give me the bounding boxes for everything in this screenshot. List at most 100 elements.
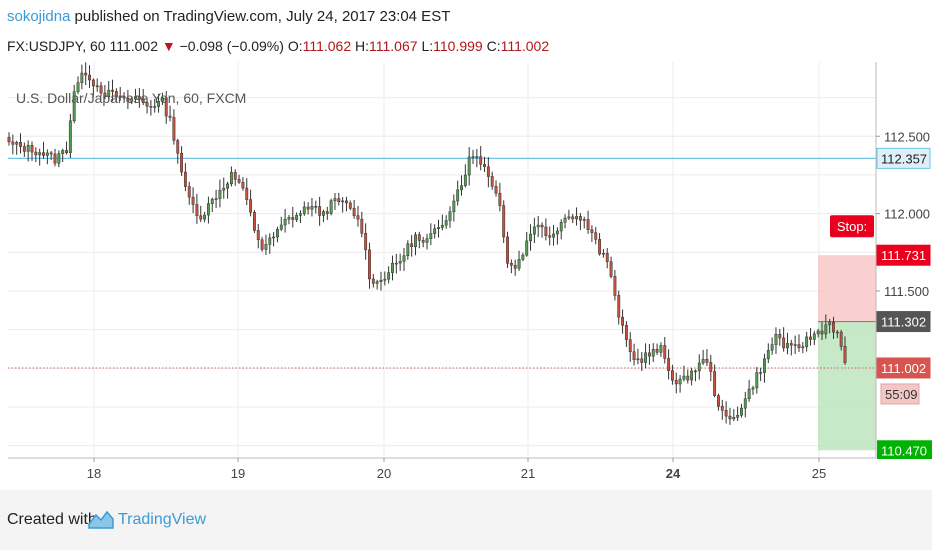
candle-body — [26, 144, 30, 152]
price-label-stop — [876, 244, 931, 266]
candle-body — [621, 316, 625, 326]
stop-tag-text: Stop: — [837, 219, 867, 234]
candle-body — [843, 346, 847, 363]
candle-body — [233, 172, 237, 180]
countdown-box — [880, 383, 920, 405]
candle-body — [613, 276, 617, 296]
candle-body — [475, 156, 479, 158]
candle-body — [160, 97, 164, 102]
candle-body — [529, 233, 532, 242]
candle-body — [283, 218, 287, 226]
candle-body — [157, 101, 160, 107]
high-label: H: — [355, 38, 370, 54]
candle-body — [601, 253, 605, 255]
candle-body — [471, 156, 475, 158]
candle-body — [325, 211, 329, 214]
close-label: C: — [486, 38, 501, 54]
candle-body — [264, 244, 268, 250]
candle-body — [717, 395, 720, 407]
x-tick-label: 25 — [812, 466, 826, 481]
candle-body — [460, 185, 463, 191]
candle-body — [15, 142, 19, 145]
candle-body — [314, 206, 318, 208]
candle-body — [111, 89, 114, 92]
candle-body — [65, 150, 68, 153]
candle-body — [206, 203, 210, 216]
candle-body — [483, 164, 486, 167]
candle-body — [22, 146, 26, 152]
candle-body — [295, 215, 299, 220]
candle-body — [222, 187, 226, 191]
candle-body — [172, 117, 176, 141]
candle-body — [820, 330, 824, 335]
candle-body — [774, 333, 778, 345]
chart-area[interactable]: U.S. Dollar/Japanese Yen, 60, FXCM 112.5… — [0, 62, 932, 491]
candle-body — [99, 85, 103, 94]
candle-body — [245, 187, 249, 200]
candle-body — [141, 99, 145, 103]
x-tick-label: 18 — [87, 466, 101, 481]
candle-body — [91, 79, 95, 87]
x-tick-label: 21 — [521, 466, 535, 481]
candle-body — [674, 379, 678, 385]
candle-body — [333, 198, 337, 202]
candle-body — [467, 156, 471, 176]
candle-body — [540, 224, 544, 228]
candle-body — [433, 228, 437, 234]
candle-body — [95, 85, 99, 88]
candle-body — [632, 351, 636, 361]
candle-body — [655, 349, 659, 353]
candle-body — [743, 398, 747, 409]
candle-body — [72, 91, 76, 122]
candle-body — [276, 228, 279, 238]
publish-text: published on TradingView.com, July 24, 2… — [70, 8, 451, 25]
candle-body — [521, 254, 525, 260]
author-link[interactable]: sokojidna — [7, 8, 71, 25]
x-tick-label: 20 — [377, 466, 391, 481]
candle-body — [256, 230, 260, 241]
candle-body — [732, 416, 736, 420]
price-chart[interactable]: U.S. Dollar/Japanese Yen, 60, FXCM 112.5… — [0, 62, 932, 491]
candle-body — [241, 181, 245, 189]
candle-body — [371, 278, 375, 284]
candle-body — [268, 237, 272, 245]
candle-body — [770, 344, 774, 351]
candle-body — [153, 106, 157, 108]
candle-body — [724, 409, 728, 417]
candle-body — [429, 233, 433, 239]
candle-body — [322, 211, 325, 216]
candle-body — [793, 344, 797, 346]
candle-body — [766, 349, 770, 360]
candle-body — [506, 236, 509, 264]
time-axis[interactable]: 18 19 20 21 24 25 — [87, 458, 826, 481]
footer: Created with TradingView — [0, 490, 932, 550]
candle-body — [19, 142, 22, 147]
candle-body — [824, 324, 828, 335]
candle-body — [237, 179, 241, 183]
open-value: 111.062 — [302, 38, 352, 54]
candle-body — [210, 198, 214, 204]
candle-body — [226, 183, 230, 189]
tradingview-brand[interactable]: TradingView — [118, 511, 207, 528]
candle-body — [103, 92, 107, 97]
price-axis[interactable]: 112.500 112.000 111.500 — [876, 129, 930, 299]
candle-body — [559, 222, 563, 232]
candle-body — [229, 172, 233, 185]
candle-body — [640, 358, 644, 363]
tradingview-logo-icon[interactable] — [88, 508, 114, 530]
price-label-text: 111.731 — [881, 248, 926, 263]
symbol-label[interactable]: FX:USDJPY, 60 — [7, 38, 106, 54]
candle-body — [191, 196, 195, 205]
candle-body — [805, 336, 809, 348]
candle-body — [667, 358, 671, 371]
candle-body — [398, 260, 402, 264]
candle-body — [118, 96, 122, 98]
candle-body — [406, 243, 410, 257]
target-label-text: 110.470 — [881, 443, 927, 458]
candle-body — [701, 358, 705, 364]
candle-body — [88, 74, 91, 81]
candle-body — [337, 198, 341, 203]
candle-body — [252, 212, 256, 231]
candle-body — [80, 72, 84, 83]
position-zones — [818, 255, 876, 451]
